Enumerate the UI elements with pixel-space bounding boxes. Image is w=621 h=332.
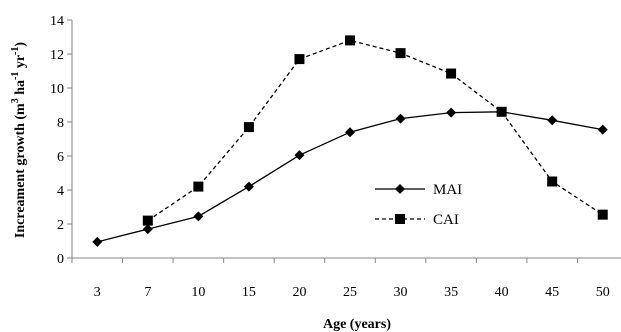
x-tick-label: 30 <box>394 285 408 300</box>
x-tick-label: 3 <box>94 285 101 300</box>
data-point-mai <box>92 236 103 247</box>
data-point-cai <box>142 215 153 226</box>
x-axis-title: Age (years) <box>323 317 391 332</box>
series-cai <box>142 35 608 226</box>
x-tick-label: 10 <box>191 285 205 300</box>
chart-axes <box>67 19 621 263</box>
y-tick-label: 6 <box>57 150 64 165</box>
y-tick-label: 2 <box>57 218 64 233</box>
data-point-mai <box>243 181 254 192</box>
x-tick-label: 40 <box>495 285 509 300</box>
data-point-mai <box>193 211 204 222</box>
data-point-mai <box>597 124 608 135</box>
data-point-mai <box>142 224 153 235</box>
data-point-cai <box>547 176 558 187</box>
data-point-mai <box>294 150 305 161</box>
y-tick-label: 10 <box>50 82 64 97</box>
data-point-cai <box>193 181 204 192</box>
data-point-mai <box>446 107 457 118</box>
legend-label-cai: CAI <box>433 212 459 228</box>
legend-marker-cai <box>395 214 405 224</box>
x-tick-label: 45 <box>545 285 559 300</box>
data-point-cai <box>294 54 305 65</box>
y-tick-label: 0 <box>57 252 64 267</box>
data-point-cai <box>243 122 254 133</box>
data-point-cai <box>496 106 507 117</box>
x-tick-label: 7 <box>144 285 151 300</box>
y-tick-label: 4 <box>57 184 64 199</box>
x-tick-label: 50 <box>596 285 610 300</box>
legend: MAI CAI <box>375 182 462 228</box>
y-tick-label: 14 <box>50 14 64 29</box>
data-point-cai <box>345 35 355 46</box>
series-line-cai <box>147 39 604 222</box>
series-layer <box>92 35 608 247</box>
x-tick-labels: 3 7 10 15 20 25 30 35 40 45 50 <box>94 285 610 300</box>
series-mai <box>92 106 608 247</box>
data-point-cai <box>395 48 406 59</box>
x-tick-label: 25 <box>343 285 357 300</box>
y-tick-label: 8 <box>57 116 64 131</box>
data-point-mai <box>395 113 406 124</box>
data-point-mai <box>345 127 355 138</box>
y-tick-labels: 0 2 4 6 8 10 12 14 <box>50 14 64 267</box>
legend-label-mai: MAI <box>433 182 462 198</box>
legend-marker-mai <box>395 184 405 194</box>
data-point-cai <box>597 209 608 220</box>
y-tick-label: 12 <box>50 48 64 63</box>
x-tick-label: 15 <box>242 285 256 300</box>
x-tick-label: 20 <box>292 285 306 300</box>
y-axis-title: Increament growth (m3 ha-1 yr-1) <box>10 42 28 239</box>
x-tick-label: 35 <box>444 285 458 300</box>
data-point-cai <box>446 68 457 79</box>
data-point-mai <box>547 115 558 126</box>
